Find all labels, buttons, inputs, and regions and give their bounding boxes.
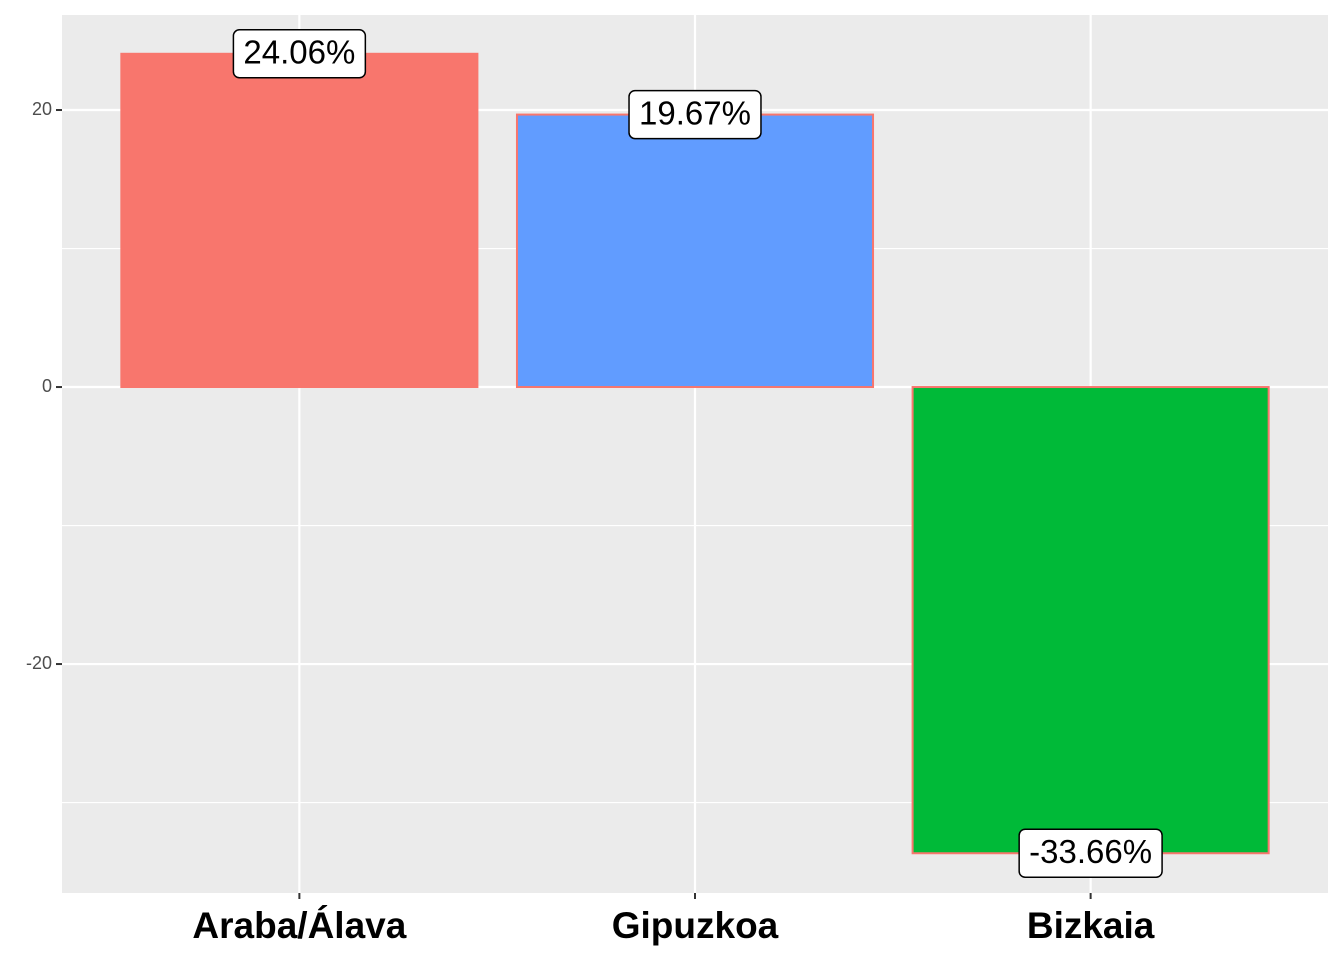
x-tick-label: Araba/Álava [192, 905, 406, 946]
bar [515, 113, 875, 389]
y-tick-label: -20 [26, 653, 52, 673]
bar [120, 52, 479, 389]
value-label: -33.66% [1018, 828, 1163, 878]
x-tick-label: Bizkaia [1027, 905, 1155, 946]
value-label: 19.67% [628, 89, 762, 140]
value-label-box [232, 29, 367, 79]
value-label-box [628, 89, 762, 140]
y-tick-label: 20 [32, 99, 52, 119]
value-label: 24.06% [232, 29, 367, 79]
value-label-box [1018, 828, 1163, 878]
value-label-text: -33.66% [1029, 833, 1152, 870]
value-label-text: 24.06% [243, 34, 355, 71]
x-tick-label: Gipuzkoa [612, 905, 779, 946]
bar [911, 386, 1270, 855]
y-tick-label: 0 [42, 376, 52, 396]
value-label-text: 19.67% [639, 94, 751, 131]
